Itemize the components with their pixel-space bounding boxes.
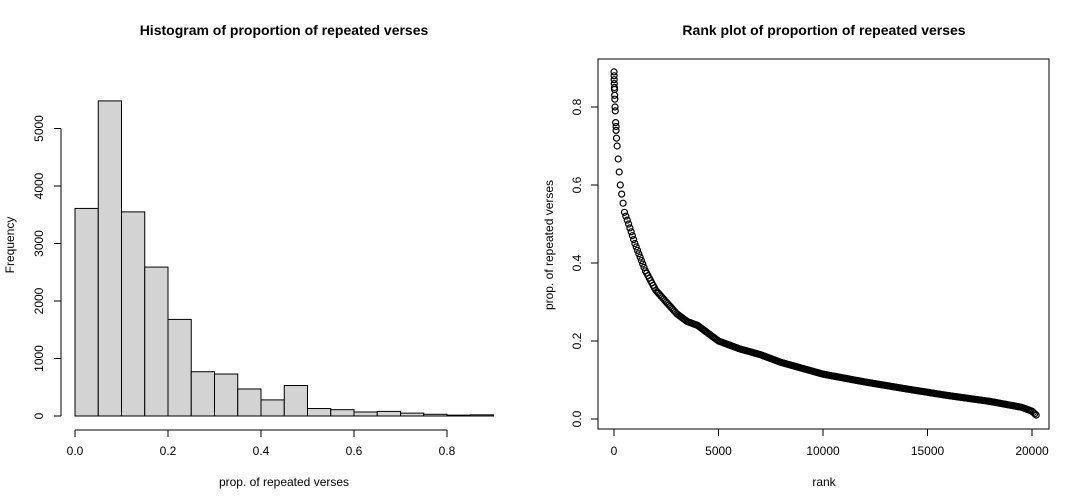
rank-point (628, 232, 636, 240)
rank-point (631, 239, 639, 248)
histogram-x-tick-label: 0.6 (346, 444, 363, 458)
rank-point (612, 134, 621, 142)
rank-y-tick-label: 0.0 (570, 410, 584, 427)
rank-plot-y-axis: 0.0 0.2 0.4 0.6 0.8 (570, 98, 599, 427)
histogram-x-tick-label: 0.0 (67, 444, 84, 458)
rank-point (633, 246, 642, 254)
rank-y-tick-label: 0.2 (570, 332, 584, 349)
histogram-title: Histogram of proportion of repeated vers… (140, 22, 429, 38)
histogram-y-tick-label: 0 (32, 412, 46, 419)
rank-point (616, 181, 624, 189)
rank-point (625, 220, 633, 228)
histogram-x-axis: 0.0 0.2 0.4 0.6 0.8 (67, 429, 456, 458)
histogram-y-axis: 0 1000 2000 3000 4000 5000 (32, 115, 62, 419)
rank-point (610, 76, 618, 84)
histogram-y-tick-label: 2000 (32, 287, 46, 314)
histogram-bar (423, 413, 448, 417)
rank-plot-y-label: prop. of repeated verses (542, 180, 556, 310)
rank-point (613, 142, 621, 150)
histogram-y-tick-label: 4000 (32, 172, 46, 199)
rank-x-tick-label: 15000 (911, 444, 945, 458)
rank-plot-title: Rank plot of proportion of repeated vers… (682, 22, 965, 38)
rank-point (610, 68, 618, 76)
rank-point (611, 107, 619, 115)
rank-point (611, 95, 619, 103)
rank-point (610, 72, 618, 80)
histogram-y-tick-label: 1000 (32, 345, 46, 372)
rank-point (635, 250, 643, 258)
rank-plot-panel: Rank plot of proportion of repeated vers… (542, 22, 1050, 489)
histogram-bar (237, 388, 262, 417)
rank-x-tick-label: 5000 (705, 444, 732, 458)
rank-x-tick-label: 0 (611, 444, 618, 458)
rank-point (639, 260, 647, 268)
histogram-y-tick-label: 3000 (32, 230, 46, 257)
histogram-x-tick-label: 0.4 (253, 444, 270, 458)
histogram-bar (167, 318, 192, 417)
rank-point (1031, 410, 1039, 418)
histogram-bar (121, 211, 146, 417)
rank-point (637, 256, 646, 265)
rank-point (619, 199, 627, 207)
rank-point (612, 118, 620, 127)
rank-x-tick-label: 10000 (806, 444, 840, 458)
histogram-x-tick-label: 0.2 (160, 444, 177, 458)
rank-y-tick-label: 0.4 (570, 254, 584, 271)
histogram-x-label: prop. of repeated verses (219, 475, 349, 489)
histogram-bar (144, 266, 169, 417)
rank-plot-x-axis: 0 5000 10000 15000 20000 (611, 428, 1049, 458)
histogram-bar (400, 412, 425, 417)
rank-point (614, 155, 622, 163)
rank-point (636, 253, 644, 261)
histogram-bar (353, 411, 378, 417)
histogram-bar (283, 385, 308, 417)
rank-point (620, 208, 629, 216)
rank-point (640, 263, 648, 271)
rank-y-tick-label: 0.6 (570, 176, 584, 193)
rank-plot-points (610, 68, 1040, 419)
rank-point (618, 190, 626, 198)
histogram-bar (260, 399, 285, 417)
histogram-bar (330, 409, 355, 417)
rank-plot-x-label: rank (812, 475, 836, 489)
histogram-bar (190, 371, 215, 417)
rank-x-tick-label: 20000 (1015, 444, 1049, 458)
histogram-x-tick-label: 0.8 (439, 444, 456, 458)
histogram-bar (307, 408, 332, 417)
rank-point (630, 236, 638, 244)
histogram-bar (469, 414, 494, 417)
rank-point (611, 103, 619, 111)
histogram-bar (376, 410, 401, 417)
rank-point (1032, 411, 1040, 419)
rank-y-tick-label: 0.8 (570, 98, 584, 115)
rank-point (611, 91, 619, 99)
rank-point (627, 228, 635, 236)
rank-point (612, 126, 620, 134)
histogram-bar (214, 373, 239, 417)
rank-point (610, 83, 619, 92)
histogram-y-tick-label: 5000 (32, 115, 46, 142)
histogram-bar (446, 414, 471, 417)
rank-point (622, 212, 630, 220)
histogram-bar (74, 207, 99, 417)
rank-point (612, 122, 620, 131)
rank-point (626, 224, 634, 232)
histogram-y-label: Frequency (3, 217, 17, 274)
rank-point (615, 168, 623, 176)
rank-point (610, 79, 618, 88)
rank-point (623, 216, 631, 224)
histogram-bars (74, 100, 494, 417)
histogram-bar (97, 100, 122, 417)
rank-point (632, 243, 640, 251)
histogram-panel: Histogram of proportion of repeated vers… (3, 22, 494, 489)
